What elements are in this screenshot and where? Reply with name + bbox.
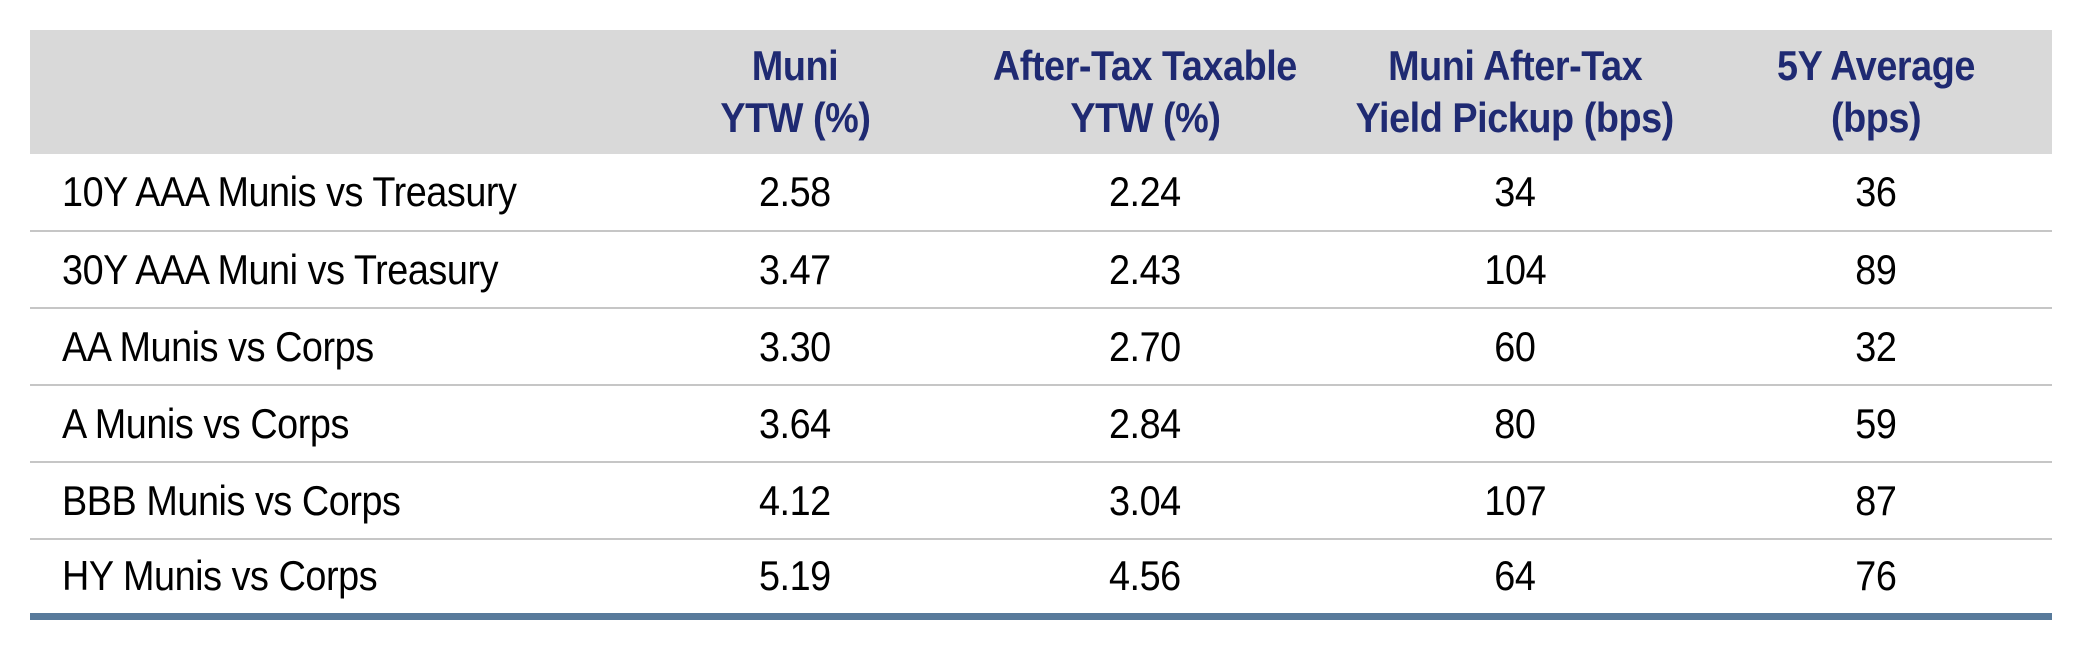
table-row: 30Y AAA Muni vs Treasury 3.47 2.43 104 8… <box>30 231 2052 309</box>
table-row: 10Y AAA Munis vs Treasury 2.58 2.24 34 3… <box>30 154 2052 232</box>
table-header: Muni YTW (%) After-Tax Taxable YTW (%) M… <box>30 30 2052 154</box>
row-label: BBB Munis vs Corps <box>30 462 630 540</box>
row-label: HY Munis vs Corps <box>30 539 630 620</box>
table-row: A Munis vs Corps 3.64 2.84 80 59 <box>30 385 2052 463</box>
cell-after-tax-taxable-ytw: 2.43 <box>960 231 1330 309</box>
header-5y-average: 5Y Average (bps) <box>1777 42 1975 141</box>
header-label-column <box>30 30 630 154</box>
header-row: Muni YTW (%) After-Tax Taxable YTW (%) M… <box>30 30 2052 154</box>
table-body: 10Y AAA Munis vs Treasury 2.58 2.24 34 3… <box>30 154 2052 620</box>
cell-after-tax-taxable-ytw: 2.84 <box>960 385 1330 463</box>
cell-5y-avg-bps: 59 <box>1700 385 2052 463</box>
cell-after-tax-taxable-ytw: 2.70 <box>960 308 1330 386</box>
cell-muni-ytw: 3.47 <box>630 231 960 309</box>
cell-after-tax-taxable-ytw: 3.04 <box>960 462 1330 540</box>
cell-pickup-bps: 64 <box>1330 539 1700 620</box>
row-label: 30Y AAA Muni vs Treasury <box>30 231 630 309</box>
row-label: A Munis vs Corps <box>30 385 630 463</box>
cell-muni-ytw: 3.30 <box>630 308 960 386</box>
cell-muni-ytw: 3.64 <box>630 385 960 463</box>
cell-muni-ytw: 5.19 <box>630 539 960 620</box>
header-muni-after-tax-yield-pickup: Muni After-Tax Yield Pickup (bps) <box>1355 42 1675 141</box>
cell-pickup-bps: 34 <box>1330 154 1700 232</box>
cell-pickup-bps: 107 <box>1330 462 1700 540</box>
row-label: AA Munis vs Corps <box>30 308 630 386</box>
table-row: AA Munis vs Corps 3.30 2.70 60 32 <box>30 308 2052 386</box>
cell-5y-avg-bps: 32 <box>1700 308 2052 386</box>
cell-muni-ytw: 2.58 <box>630 154 960 232</box>
header-muni-ytw: Muni YTW (%) <box>719 42 871 141</box>
cell-muni-ytw: 4.12 <box>630 462 960 540</box>
table-row: BBB Munis vs Corps 4.12 3.04 107 87 <box>30 462 2052 540</box>
cell-5y-avg-bps: 87 <box>1700 462 2052 540</box>
cell-5y-avg-bps: 36 <box>1700 154 2052 232</box>
header-after-tax-taxable-ytw: After-Tax Taxable YTW (%) <box>993 42 1297 141</box>
row-label: 10Y AAA Munis vs Treasury <box>30 154 630 232</box>
cell-after-tax-taxable-ytw: 4.56 <box>960 539 1330 620</box>
cell-after-tax-taxable-ytw: 2.24 <box>960 154 1330 232</box>
cell-pickup-bps: 60 <box>1330 308 1700 386</box>
cell-5y-avg-bps: 89 <box>1700 231 2052 309</box>
cell-pickup-bps: 80 <box>1330 385 1700 463</box>
muni-yield-comparison-table: Muni YTW (%) After-Tax Taxable YTW (%) M… <box>30 30 2052 620</box>
cell-5y-avg-bps: 76 <box>1700 539 2052 620</box>
table-row: HY Munis vs Corps 5.19 4.56 64 76 <box>30 539 2052 620</box>
cell-pickup-bps: 104 <box>1330 231 1700 309</box>
